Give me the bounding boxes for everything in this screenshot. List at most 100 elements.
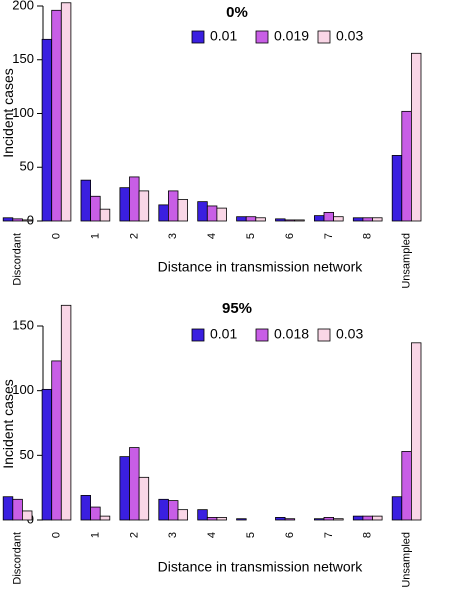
chart2-bar-8-s1 [352,515,364,521]
chart1-bar-5-s3 [255,217,266,222]
chart1-bar-3-s3 [177,199,189,222]
chart1-bar-6-s1 [275,218,286,222]
chart2-x-tick-label-7: 7 [323,532,335,538]
chart1-bar-0-s1 [41,38,53,222]
chart1-bar-4-s2 [206,205,218,222]
chart1-y-tick-label-50: 50 [20,159,34,174]
chart1-legend-swatch-3 [317,30,331,44]
chart1-bar-7-s3 [333,216,344,222]
chart2-legend-label-2: 0.018 [274,326,309,342]
chart1-bar-8-s1 [352,217,364,222]
chart1-y-tick-label-100: 100 [12,105,34,120]
chart2-bar-0-s3 [60,304,72,521]
chart1-x-tick-label-5: 5 [245,233,257,239]
chart2-bar-unsampled-s3 [410,342,422,521]
chart1-bar-0-s2 [51,9,62,222]
chart2-x-tick-label-1: 1 [89,532,101,538]
chart1-x-tick-label-8: 8 [362,233,374,239]
chart1-bar-6-s2 [284,219,296,222]
chart1-legend-swatch-1 [191,30,205,44]
chart2-legend-label-3: 0.03 [336,326,363,342]
chart2-bar-7-s2 [323,517,335,521]
chart1-legend-label-2: 0.019 [274,28,309,44]
chart2-x-tick-label-5: 5 [245,532,257,538]
chart1-bar-unsampled-s1 [391,155,403,222]
chart2-bar-8-s2 [362,515,373,521]
chart2-bar-0-s1 [41,388,53,521]
chart1-bar-unsampled-s2 [401,110,412,222]
chart2-x-tick-label-4: 4 [206,532,218,538]
chart1-x-tick-label-2: 2 [128,233,140,239]
chart1-x-tick-label-0: 0 [51,233,63,239]
chart2-bar-1-s1 [80,495,92,521]
chart2-title: 95% [222,300,252,317]
chart2-y-tick-label-50: 50 [20,447,34,462]
chart1-bar-1-s1 [80,179,92,222]
chart1-bar-1-s2 [90,195,101,222]
chart2-bar-discordant-s1 [2,496,14,521]
chart1-bar-8-s3 [372,217,383,222]
chart1-bar-5-s2 [245,216,257,222]
chart1-bar-2-s2 [129,176,140,222]
chart2-bar-3-s1 [158,498,169,521]
chart2-x-tick-label-8: 8 [362,532,374,538]
chart2-legend-swatch-1 [191,328,205,342]
chart1-y-tick-label-150: 150 [12,51,34,66]
chart2-bar-2-s2 [129,447,140,521]
chart1-bar-discordant-s3 [21,219,33,222]
chart1-legend-label-1: 0.01 [210,28,237,44]
chart1-bar-7-s1 [313,215,325,222]
chart2-x-tick-label-0: 0 [51,532,63,538]
chart2-x-tick-label-2: 2 [128,532,140,538]
chart2-bar-5-s1 [236,518,247,521]
chart2-bar-3-s3 [177,509,189,521]
chart2-legend-label-1: 0.01 [210,326,237,342]
chart2-bar-4-s3 [216,517,227,521]
chart1-bar-4-s3 [216,207,227,222]
chart1-x-tick-label-3: 3 [167,233,179,239]
chart2-bar-2-s3 [138,476,150,521]
chart2-x-tick-label-discordant: Discordant [12,532,24,585]
chart1-bar-2-s3 [138,190,150,222]
chart1-bar-1-s3 [99,208,111,222]
chart1-legend-label-3: 0.03 [336,28,363,44]
chart1-bar-2-s1 [119,187,130,222]
chart1-legend-swatch-2 [255,30,269,44]
chart2-bar-unsampled-s2 [401,451,412,521]
chart1-bar-discordant-s1 [2,217,14,222]
chart2-bar-0-s2 [51,360,62,521]
chart2-x-tick-label-unsampled: Unsampled [401,532,413,588]
chart1-x-tick-label-discordant: Discordant [12,233,24,286]
chart1-bar-4-s1 [197,201,208,222]
chart2-x-tick-label-6: 6 [284,532,296,538]
chart2-bar-4-s1 [197,509,208,521]
chart2-bar-2-s1 [119,456,130,521]
chart2-legend-swatch-2 [255,328,269,342]
chart1-x-tick-label-4: 4 [206,233,218,239]
chart1-x-axis-label: Distance in transmission network [158,259,364,275]
chart2-bar-7-s3 [333,518,344,521]
chart2-y-tick-label-100: 100 [12,382,34,397]
chart2-bar-6-s1 [275,517,286,521]
chart1-bar-discordant-s2 [12,218,23,222]
chart1-title: 0% [226,4,248,21]
chart1-bar-0-s3 [60,2,72,222]
chart2-x-axis-label: Distance in transmission network [158,559,364,575]
chart2-y-axis-label: Incident cases [0,379,16,469]
chart1-x-tick-label-7: 7 [323,233,335,239]
chart1-y-tick-label-200: 200 [12,0,34,12]
chart1-y-axis-label: Incident cases [0,68,16,158]
chart2-bar-1-s2 [90,506,101,521]
chart2-bar-7-s1 [313,518,325,521]
chart1-bar-unsampled-s3 [410,52,422,222]
chart1-bar-8-s2 [362,217,373,222]
chart2-bar-4-s2 [206,517,218,521]
chart2-bar-8-s3 [372,515,383,521]
chart1-bar-6-s3 [294,219,305,222]
chart2-bar-6-s2 [284,518,296,521]
chart2-bar-3-s2 [167,500,179,521]
chart2-legend-swatch-3 [317,328,331,342]
chart2-bar-discordant-s2 [12,498,23,521]
chart1-x-tick-label-6: 6 [284,233,296,239]
